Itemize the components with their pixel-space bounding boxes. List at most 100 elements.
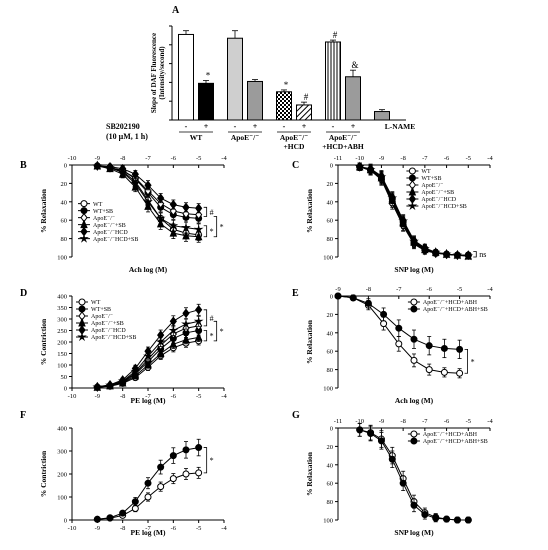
legend-item: ApoE⁻/⁻+HCD+ABH [407,430,478,438]
significance-bracket: * [203,330,214,342]
legend-item: ApoE⁻/⁻HCD [76,325,126,335]
data-point [398,215,409,226]
x-tick-label: -5 [196,155,201,162]
y-tick-label: 200 [57,340,67,347]
x-tick-label: -4 [487,418,493,425]
data-point [182,446,190,454]
data-point [182,202,190,213]
x-tick-label: -4 [487,155,493,162]
legend-marker [80,200,88,208]
data-point [155,336,166,347]
data-point [399,479,407,487]
panel-label: G [292,410,300,421]
legend-text: WT [421,169,431,175]
series-1 [334,292,464,359]
data-point [195,469,203,477]
legend-item: ApoE⁻/⁻HCD+SB [78,233,138,243]
y-tick-label: 100 [323,518,333,525]
data-point [157,463,165,471]
series-5 [92,160,204,236]
y-tick-label: 20 [61,181,68,188]
group-label: ApoE⁻/⁻+HCD+ABH [322,131,364,151]
series-4 [93,161,203,214]
data-point [430,247,441,257]
legend-item: WT+SB [76,305,111,313]
y-tick-label: 20 [327,444,334,451]
panel-f-pe-contraction: F 0 100 200 300 400 -10 -9 -8 -7 -6 -5 -4 PE log (M)%… [20,410,227,537]
y-axis-label: % Relaxation [39,188,48,233]
bracket-label: * [210,332,214,341]
y-axis-label: (Intensity/second) [158,46,166,100]
y-tick-label: 80 [327,367,334,374]
legend-item: WT+SB [78,207,113,215]
data-point [119,509,127,517]
y-tick-label: 80 [61,236,68,243]
data-point [131,505,139,512]
bracket-line [203,225,208,238]
legend-text: ApoE⁻/⁻ [93,216,115,222]
data-point [131,169,139,180]
x-tick-label: -7 [422,155,428,162]
data-point [395,324,403,332]
x-tick-label: -9 [95,155,100,162]
bar [198,82,214,121]
y-axis-label: % Contriction [39,318,48,365]
data-point [157,483,165,491]
x-tick-label: -9 [335,286,340,293]
bracket-line [464,348,469,374]
x-tick-label: -8 [400,418,405,425]
x-tick-label: -5 [457,286,462,293]
legend-text: ApoE⁻/⁻+HCD+ABH [423,300,478,306]
data-point [388,455,396,463]
y-tick-label: 40 [327,462,334,469]
group-text: WT [190,133,203,142]
series-5 [354,161,474,261]
significance-mark: & [351,60,358,70]
legend-text: WT+SB [91,307,111,313]
significance-mark: * [284,80,289,90]
data-point [144,493,152,501]
x-tick-label: -6 [444,418,450,425]
data-point [419,243,430,253]
data-point [356,426,364,434]
data-point [367,430,375,438]
group-text: ApoE⁻/⁻ [329,133,357,142]
x-tick-label: -4 [487,286,493,293]
y-tick-label: 100 [323,386,333,393]
data-point [117,375,128,386]
legend-item: ApoE⁻/⁻HCD+SB [76,331,136,341]
data-point [182,230,190,240]
data-point [453,516,461,524]
panel-label: D [20,288,27,299]
legend-text: ApoE⁻/⁻HCD [421,197,456,203]
legend-marker [79,233,89,243]
bar [178,33,194,121]
x-tick-label: -5 [466,418,471,425]
data-point [193,316,204,326]
bracket-label: * [210,227,214,236]
data-point [334,292,342,300]
data-point [410,356,418,364]
y-tick-label: 80 [327,236,334,243]
data-point [130,178,141,188]
data-point [156,348,165,357]
x-tick-label: -10 [68,393,77,400]
data-point [144,180,152,191]
data-point [144,359,152,369]
significance-bracket: * [203,225,214,238]
data-point [169,339,178,348]
legend-item: ApoE⁻/⁻HCD+SB [406,200,467,210]
data-point [195,444,203,452]
y-tick-label: 300 [57,449,67,456]
group-label: L-NAME [385,122,415,131]
legend-item: ApoE⁻/⁻+SB [78,219,126,229]
data-point [181,222,191,232]
y-tick-label: 400 [57,426,67,433]
legend-marker [410,298,418,306]
x-tick-label: -6 [171,155,177,162]
legend-text: ApoE⁻/⁻HCD+SB [91,335,136,341]
legend-item: ApoE⁻/⁻HCD [406,194,457,204]
x-tick-label: -8 [120,393,125,400]
significance-mark: # [304,92,309,102]
